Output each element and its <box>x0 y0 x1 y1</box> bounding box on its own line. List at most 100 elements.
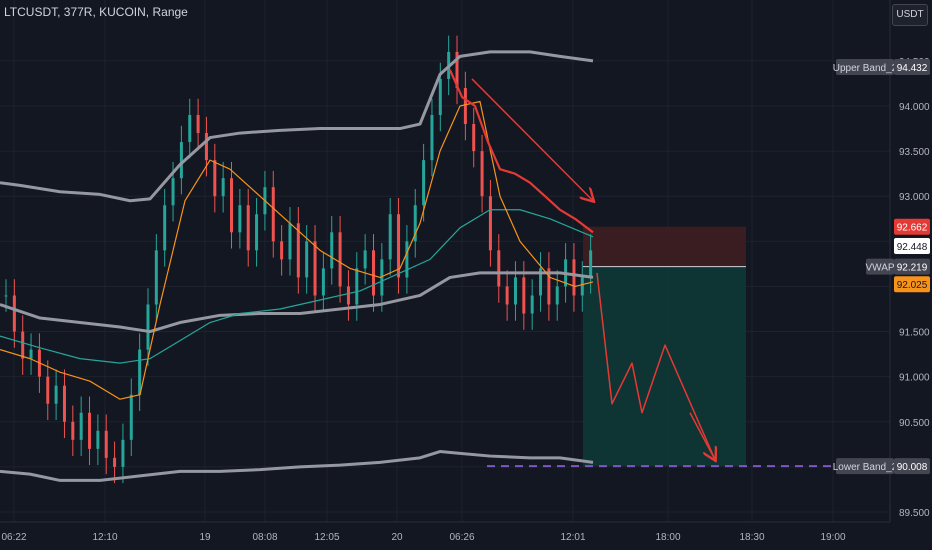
candle-body <box>129 394 133 440</box>
short-position-risk-zone <box>583 226 746 267</box>
candle-body <box>355 268 359 305</box>
candle-body <box>480 151 484 197</box>
x-tick-label: 06:26 <box>449 532 474 543</box>
candle-body <box>539 268 543 296</box>
x-tick-label: 19 <box>199 532 211 543</box>
lower-band-name-label-bg <box>836 458 894 475</box>
chart-title: LTCUSDT, 377R, KUCOIN, Range <box>4 5 188 19</box>
x-tick-label: 12:10 <box>92 532 117 543</box>
lower-band-value-label: 90.008 <box>897 462 928 473</box>
ma-price-label-bg <box>894 276 930 293</box>
lower-band-name-label: Lower Band_2 <box>833 462 898 473</box>
candle-body <box>280 241 284 260</box>
candle-body <box>29 349 33 359</box>
x-tick-label: 18:00 <box>655 532 680 543</box>
candle-body <box>255 214 259 251</box>
vwap-line <box>0 209 594 364</box>
candle-body <box>54 385 58 404</box>
x-tick-label: 18:30 <box>739 532 764 543</box>
candle-body <box>213 160 217 197</box>
candle-body <box>204 133 208 161</box>
x-tick-label: 20 <box>391 532 403 543</box>
candle-body <box>79 412 83 440</box>
candle-body <box>271 187 275 242</box>
candle-body <box>321 268 325 296</box>
candle-body <box>12 295 16 332</box>
candle-body <box>88 412 92 449</box>
projection-path <box>596 272 716 460</box>
candle-body <box>230 178 234 233</box>
candle-body <box>188 115 192 143</box>
candle-body <box>463 87 467 125</box>
y-tick-label: 90.500 <box>899 418 930 429</box>
last-price-label: 92.448 <box>897 242 928 253</box>
candle-body <box>371 250 375 296</box>
candle-body <box>146 304 150 350</box>
candle-body <box>305 241 309 278</box>
x-tick-label: 06:22 <box>1 532 26 543</box>
stop-price-label-bg <box>894 218 930 235</box>
candle-body <box>455 51 459 88</box>
candle-body <box>530 295 534 314</box>
candle-body <box>62 385 66 422</box>
x-tick-label: 12:01 <box>560 532 585 543</box>
candle-body <box>505 286 509 305</box>
upper-band-name-label-bg <box>836 59 894 76</box>
vwap-value-label: 92.219 <box>897 263 928 274</box>
y-tick-label: 93.000 <box>899 192 930 203</box>
last-price-label-bg <box>894 238 930 255</box>
ma-price-label: 92.025 <box>897 280 928 291</box>
y-tick-label: 91.000 <box>899 373 930 384</box>
y-tick-label: 94.000 <box>899 102 930 113</box>
inner-band-line <box>0 271 594 334</box>
vwap-name-label-bg <box>866 258 894 275</box>
candle-body <box>472 124 476 152</box>
y-tick-label: 91.500 <box>899 328 930 339</box>
currency-button[interactable]: USDT <box>892 4 928 26</box>
vwap-name-label: VWAP <box>865 263 894 274</box>
candle-body <box>138 349 142 395</box>
trend-arrow <box>471 78 593 201</box>
ema-line <box>448 69 594 234</box>
candle-body <box>589 250 593 278</box>
candle-body <box>171 178 175 206</box>
candle-body <box>413 205 417 242</box>
x-tick-label: 08:08 <box>252 532 277 543</box>
candle-body <box>338 232 342 287</box>
candle-body <box>422 160 426 206</box>
candle-body <box>196 115 200 134</box>
candle-body <box>46 376 50 404</box>
candle-body <box>154 250 158 305</box>
candle-body <box>96 430 100 449</box>
candle-body <box>163 205 167 251</box>
candle-body <box>497 250 501 287</box>
candle-body <box>346 286 350 305</box>
candle-body <box>513 277 517 305</box>
lower-band-value-label-bg <box>894 458 930 475</box>
candle-body <box>438 78 442 116</box>
candle-body <box>572 259 576 296</box>
upper-band-value-label: 94.432 <box>897 63 928 74</box>
candle-body <box>21 331 25 359</box>
candle-body <box>313 241 317 296</box>
candle-body <box>288 223 292 260</box>
candle-body <box>380 259 384 296</box>
candle-body <box>238 205 242 233</box>
lower-band-line <box>0 450 594 482</box>
moving-average-line <box>0 100 594 400</box>
candle-body <box>397 214 401 278</box>
candle-body <box>104 430 108 458</box>
x-tick-label: 12:05 <box>314 532 339 543</box>
candle-body <box>405 241 409 278</box>
candle-body <box>522 277 526 314</box>
candle-body <box>488 196 492 251</box>
y-tick-label: 89.500 <box>899 508 930 519</box>
x-tick-label: 19:00 <box>820 532 845 543</box>
candle-body <box>330 232 334 269</box>
candle-body <box>121 439 125 467</box>
candle-body <box>430 115 434 161</box>
candle-body <box>179 142 183 179</box>
y-tick-label: 93.500 <box>899 147 930 158</box>
candle-body <box>555 286 559 305</box>
